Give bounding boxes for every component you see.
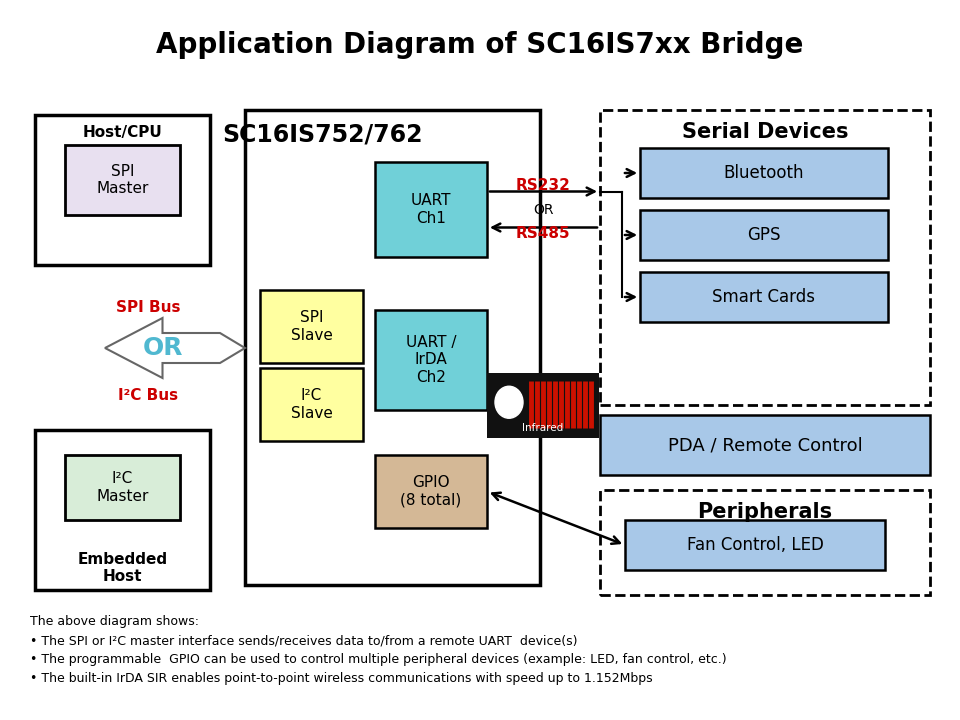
Text: • The programmable  GPIO can be used to control multiple peripheral devices (exa: • The programmable GPIO can be used to c… xyxy=(30,653,727,666)
Bar xyxy=(640,148,888,198)
Text: OR: OR xyxy=(142,336,182,360)
Text: GPIO
(8 total): GPIO (8 total) xyxy=(400,475,462,508)
Bar xyxy=(640,272,888,322)
Text: Smart Cards: Smart Cards xyxy=(712,288,815,306)
Text: Embedded
Host: Embedded Host xyxy=(78,552,168,584)
Bar xyxy=(640,210,888,260)
Text: GPS: GPS xyxy=(747,226,780,244)
Text: PDA / Remote Control: PDA / Remote Control xyxy=(667,436,862,454)
Bar xyxy=(35,115,210,265)
Bar xyxy=(600,415,930,475)
Text: Host/CPU: Host/CPU xyxy=(83,125,162,140)
Bar xyxy=(375,310,487,410)
Text: Infrared: Infrared xyxy=(522,423,564,433)
Text: I²C
Slave: I²C Slave xyxy=(291,388,332,420)
Text: SC16IS752/762: SC16IS752/762 xyxy=(223,123,423,147)
Bar xyxy=(487,373,599,438)
Text: Serial Devices: Serial Devices xyxy=(682,122,849,142)
Bar xyxy=(65,145,180,215)
Text: SPI
Master: SPI Master xyxy=(96,163,149,197)
Text: I²C
Master: I²C Master xyxy=(96,472,149,504)
Bar xyxy=(600,110,930,405)
Ellipse shape xyxy=(495,386,523,418)
Bar xyxy=(245,110,540,585)
Text: Application Diagram of SC16IS7xx Bridge: Application Diagram of SC16IS7xx Bridge xyxy=(156,31,804,59)
Bar xyxy=(375,162,487,257)
Text: Fan Control, LED: Fan Control, LED xyxy=(686,536,824,554)
Text: I²C Bus: I²C Bus xyxy=(118,387,178,402)
Text: UART
Ch1: UART Ch1 xyxy=(411,193,451,225)
Text: SPI Bus: SPI Bus xyxy=(116,300,180,315)
Bar xyxy=(375,455,487,528)
Bar xyxy=(600,490,930,595)
Polygon shape xyxy=(105,318,245,378)
Text: • The built-in IrDA SIR enables point-to-point wireless communications with spee: • The built-in IrDA SIR enables point-to… xyxy=(30,672,653,685)
Text: Peripherals: Peripherals xyxy=(697,502,832,522)
Text: RS232: RS232 xyxy=(516,179,570,194)
Text: UART /
IrDA
Ch2: UART / IrDA Ch2 xyxy=(406,335,456,385)
Text: The above diagram shows:: The above diagram shows: xyxy=(30,615,199,628)
Text: SPI
Slave: SPI Slave xyxy=(291,310,332,343)
Bar xyxy=(35,430,210,590)
Bar xyxy=(260,290,363,363)
Bar xyxy=(65,455,180,520)
Bar xyxy=(260,368,363,441)
Bar xyxy=(625,520,885,570)
Text: RS485: RS485 xyxy=(516,225,570,240)
Text: OR: OR xyxy=(533,202,553,217)
Text: • The SPI or I²C master interface sends/receives data to/from a remote UART  dev: • The SPI or I²C master interface sends/… xyxy=(30,634,578,647)
Text: Bluetooth: Bluetooth xyxy=(724,164,804,182)
